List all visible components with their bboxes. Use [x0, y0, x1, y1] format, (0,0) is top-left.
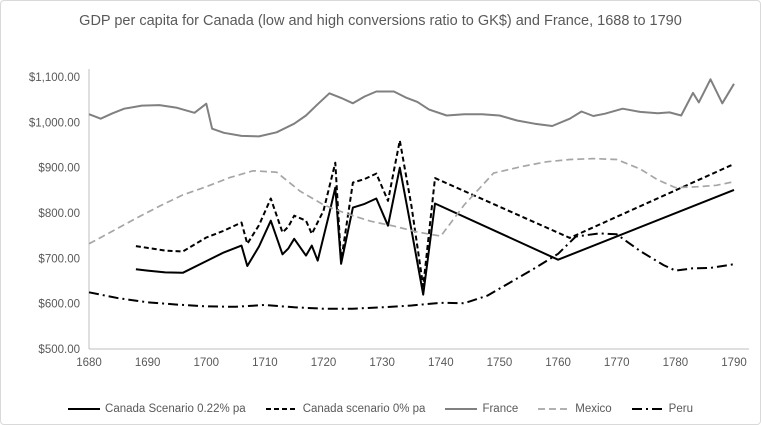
y-tick-label: $600.00	[38, 299, 80, 311]
y-tick-label: $1,100.00	[29, 72, 80, 84]
y-tick-label: $900.00	[38, 163, 80, 175]
legend: Canada Scenario 0.22% pa Canada scenario …	[1, 403, 760, 415]
x-tick-label: 1770	[604, 357, 630, 369]
x-tick-label: 1710	[252, 357, 278, 369]
legend-label: Mexico	[575, 403, 612, 415]
legend-line-sample	[68, 408, 101, 410]
y-tick-label: $800.00	[38, 208, 80, 220]
legend-label: Canada scenario 0% pa	[302, 403, 426, 415]
x-tick-label: 1680	[76, 357, 102, 369]
series-line-peru	[88, 232, 735, 310]
x-tick-label: 1700	[193, 357, 219, 369]
legend-line-sample	[265, 408, 298, 410]
x-tick-label: 1730	[369, 357, 395, 369]
legend-item: Mexico	[538, 403, 612, 415]
x-tick-label: 1740	[428, 357, 454, 369]
y-tick-label: $500.00	[38, 344, 80, 356]
series-line-canada-scenario-0-pa	[135, 139, 735, 288]
chart-title: GDP per capita for Canada (low and high …	[79, 13, 682, 29]
x-tick-label: 1720	[311, 357, 337, 369]
series-line-canada-scenario-0-22-pa	[135, 166, 735, 296]
series-line-mexico	[88, 157, 735, 245]
legend-item: Canada scenario 0% pa	[265, 403, 426, 415]
x-tick-label: 1790	[721, 357, 747, 369]
plot-svg: $500.00 $600.00 $700.00 $800.00 $900.00 $1,00…	[29, 69, 749, 369]
legend-line-sample	[445, 408, 478, 410]
x-tick-label: 1750	[487, 357, 513, 369]
legend-label: Peru	[668, 403, 693, 415]
x-tick-label: 1780	[663, 357, 689, 369]
series-line-france	[88, 78, 735, 138]
legend-label: Canada Scenario 0.22% pa	[105, 403, 246, 415]
legend-item: France	[445, 403, 518, 415]
x-tick-label: 1690	[135, 357, 161, 369]
y-tick-label: $1,000.00	[29, 117, 80, 129]
legend-item: Canada Scenario 0.22% pa	[68, 403, 246, 415]
y-tick-label: $700.00	[38, 253, 80, 265]
legend-line-sample	[538, 408, 571, 410]
legend-line-sample	[631, 408, 664, 410]
legend-label: France	[482, 403, 519, 415]
legend-item: Peru	[631, 403, 693, 415]
x-tick-label: 1760	[545, 357, 571, 369]
